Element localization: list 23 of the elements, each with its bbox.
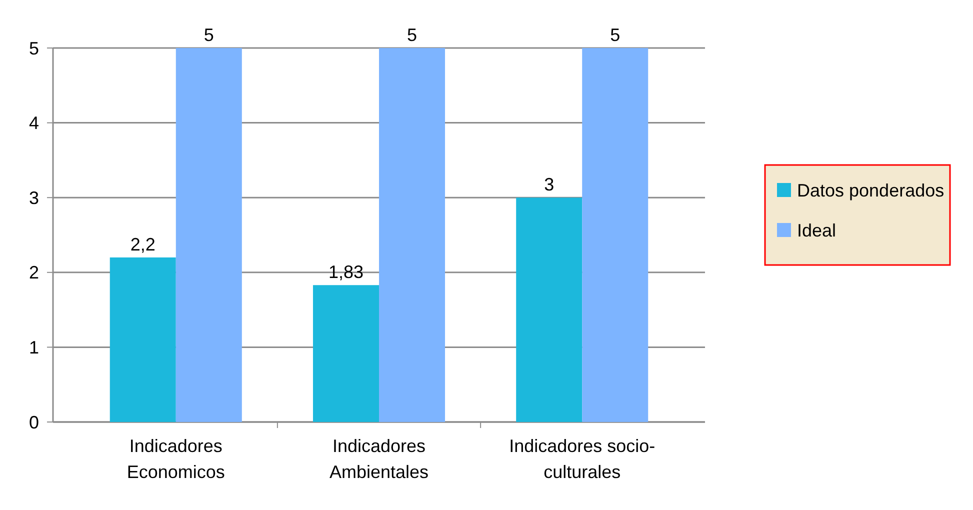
y-tick-label: 1 xyxy=(28,338,39,358)
x-tick-label: Indicadores Ambientales xyxy=(329,436,429,482)
bar xyxy=(379,48,446,422)
y-tick-label: 0 xyxy=(28,412,39,432)
bar xyxy=(110,257,176,422)
data-label: 5 xyxy=(407,25,418,45)
bar xyxy=(176,48,242,422)
data-label: 1,83 xyxy=(328,262,364,282)
data-label: 2,2 xyxy=(130,234,156,254)
bar xyxy=(312,285,379,422)
data-label: 5 xyxy=(204,25,214,45)
legend-label: Ideal xyxy=(797,220,836,240)
y-tick-label: 4 xyxy=(28,113,39,134)
y-tick-label: 5 xyxy=(28,38,39,58)
bar xyxy=(582,48,648,422)
y-tick-label: 3 xyxy=(28,188,39,208)
legend-label: Datos ponderados xyxy=(797,180,944,200)
bar xyxy=(516,198,582,422)
x-tick-label: Indicadores socio-culturales xyxy=(509,436,656,482)
data-label: 5 xyxy=(610,25,620,45)
x-tick-label: Indicadores Economicos xyxy=(126,436,225,482)
data-label: 3 xyxy=(544,174,554,195)
y-tick-label: 2 xyxy=(28,262,39,283)
